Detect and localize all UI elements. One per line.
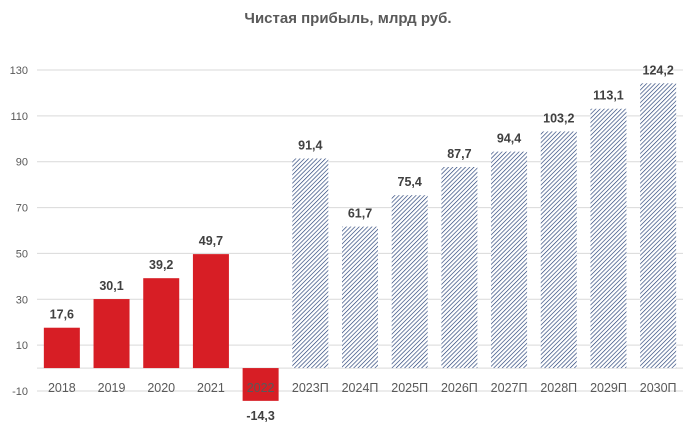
x-category-label: 2020 bbox=[147, 381, 175, 395]
data-label: 17,6 bbox=[50, 308, 74, 322]
bar-2026П bbox=[441, 166, 478, 369]
data-label: 39,2 bbox=[149, 258, 173, 272]
x-category-label: 2021 bbox=[197, 381, 225, 395]
bar-2025П bbox=[391, 195, 428, 369]
data-label: 124,2 bbox=[643, 63, 674, 77]
bar-2020 bbox=[143, 278, 180, 369]
x-category-label: 2026П bbox=[441, 381, 478, 395]
data-label: 94,4 bbox=[497, 132, 521, 146]
data-label: 75,4 bbox=[398, 175, 422, 189]
data-label: 103,2 bbox=[543, 111, 574, 125]
data-label: 61,7 bbox=[348, 207, 372, 221]
x-category-label: 2027П bbox=[491, 381, 528, 395]
y-tick-label: 70 bbox=[16, 203, 28, 215]
chart-title: Чистая прибыль, млрд руб. bbox=[244, 10, 451, 27]
bar-2027П bbox=[491, 151, 528, 369]
bar-2021 bbox=[192, 254, 229, 369]
y-tick-label: 50 bbox=[16, 248, 28, 260]
bar-2018 bbox=[43, 327, 80, 369]
x-category-label: 2029П bbox=[590, 381, 627, 395]
x-category-label: 2028П bbox=[540, 381, 577, 395]
x-category-label: 2024П bbox=[342, 381, 379, 395]
data-label: 113,1 bbox=[593, 89, 624, 103]
x-category-label: 2023П bbox=[292, 381, 329, 395]
y-tick-label: 30 bbox=[16, 294, 28, 306]
data-label: 49,7 bbox=[199, 234, 223, 248]
bar-2024П bbox=[342, 226, 378, 369]
bar-2023П bbox=[292, 158, 329, 369]
x-category-label: 2018 bbox=[48, 381, 76, 395]
bar-2030П bbox=[640, 83, 677, 369]
y-tick-label: 110 bbox=[10, 111, 28, 123]
bar-2022 bbox=[242, 368, 279, 401]
y-tick-label: 10 bbox=[16, 340, 28, 352]
y-tick-label: 90 bbox=[16, 157, 28, 169]
x-category-label: 2022 bbox=[247, 381, 275, 395]
data-label: 91,4 bbox=[298, 139, 322, 153]
data-label: -14,3 bbox=[246, 409, 275, 423]
bar-2019 bbox=[93, 299, 130, 369]
x-category-label: 2019 bbox=[98, 381, 126, 395]
data-label: 87,7 bbox=[447, 147, 471, 161]
x-category-label: 2030П bbox=[640, 381, 677, 395]
bar-2029П bbox=[590, 108, 627, 369]
bar-2028П bbox=[540, 131, 577, 369]
y-tick-label: -10 bbox=[12, 386, 28, 398]
data-label: 30,1 bbox=[99, 279, 123, 293]
y-tick-label: 130 bbox=[10, 65, 28, 77]
x-category-label: 2025П bbox=[391, 381, 428, 395]
